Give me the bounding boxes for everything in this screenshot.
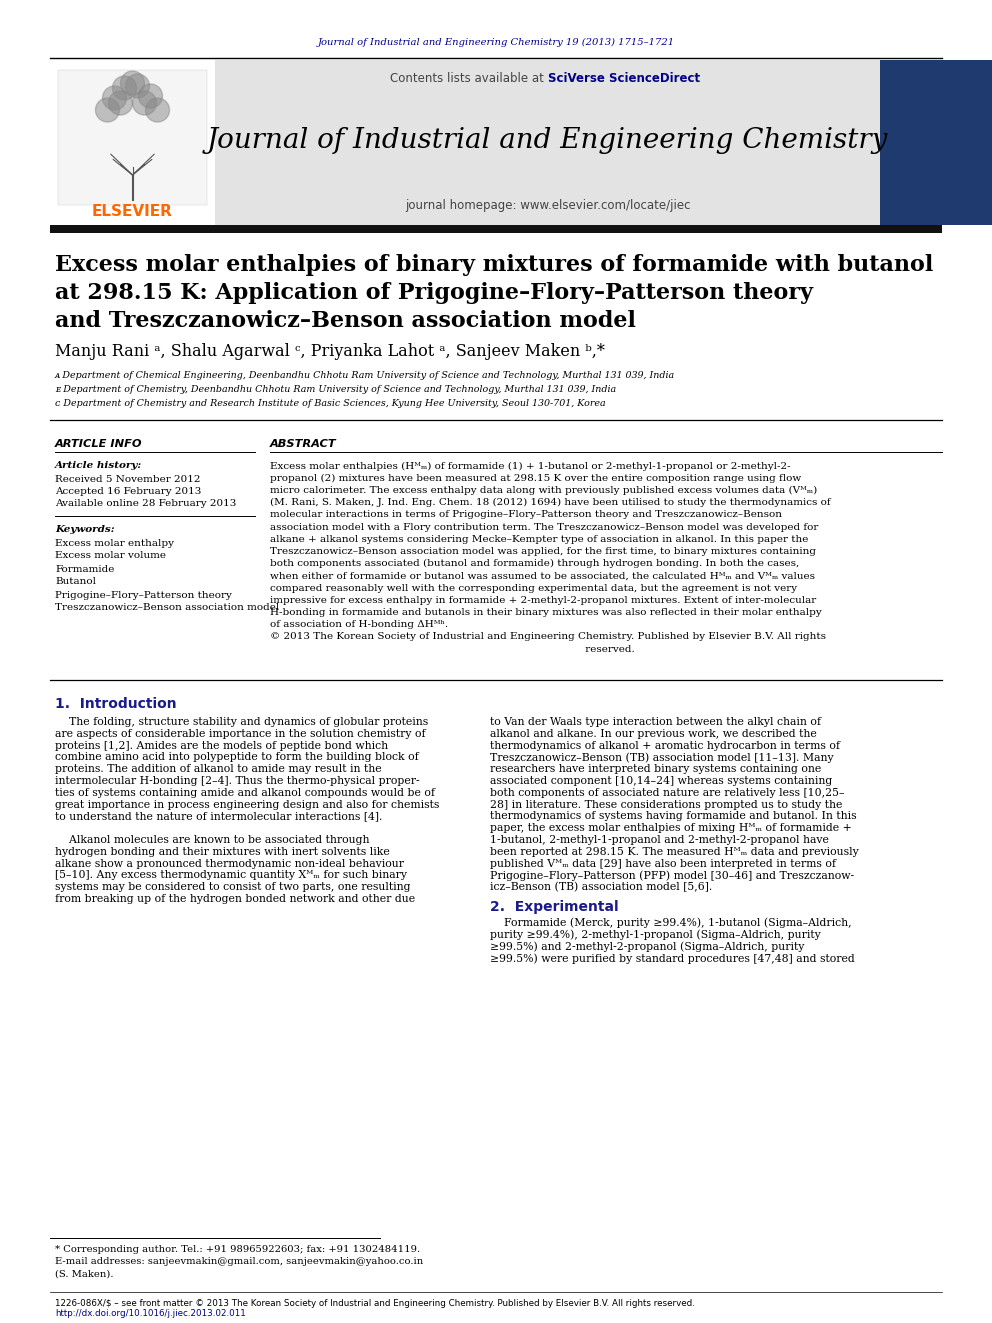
Text: are aspects of considerable importance in the solution chemistry of: are aspects of considerable importance i… xyxy=(55,729,426,738)
Text: proteins. The addition of alkanol to amide may result in the: proteins. The addition of alkanol to ami… xyxy=(55,765,382,774)
Text: 1226-086X/$ – see front matter © 2013 The Korean Society of Industrial and Engin: 1226-086X/$ – see front matter © 2013 Th… xyxy=(55,1298,694,1307)
Text: to understand the nature of intermolecular interactions [4].: to understand the nature of intermolecul… xyxy=(55,811,382,822)
Text: Received 5 November 2012: Received 5 November 2012 xyxy=(55,475,200,483)
Bar xyxy=(58,70,207,205)
Text: ᴄ Department of Chemistry and Research Institute of Basic Sciences, Kyung Hee Un: ᴄ Department of Chemistry and Research I… xyxy=(55,400,606,409)
Text: associated component [10,14–24] whereas systems containing: associated component [10,14–24] whereas … xyxy=(490,777,832,786)
Text: 2.  Experimental: 2. Experimental xyxy=(490,900,619,914)
Text: combine amino acid into polypeptide to form the building block of: combine amino acid into polypeptide to f… xyxy=(55,753,419,762)
Text: ≥99.5%) were purified by standard procedures [47,48] and stored: ≥99.5%) were purified by standard proced… xyxy=(490,953,855,963)
Text: 28] in literature. These considerations prompted us to study the: 28] in literature. These considerations … xyxy=(490,799,842,810)
Text: (S. Maken).: (S. Maken). xyxy=(55,1270,113,1278)
Text: SciVerse ScienceDirect: SciVerse ScienceDirect xyxy=(548,73,699,86)
Text: Butanol: Butanol xyxy=(55,578,96,586)
Text: Article history:: Article history: xyxy=(55,462,142,471)
Text: great importance in process engineering design and also for chemists: great importance in process engineering … xyxy=(55,799,439,810)
Text: and Treszczanowicz–Benson association model: and Treszczanowicz–Benson association mo… xyxy=(55,310,636,332)
Circle shape xyxy=(126,74,150,98)
Text: Treszczanowicz–Benson association model: Treszczanowicz–Benson association model xyxy=(55,603,280,613)
Text: Excess molar enthalpies (Hᴹₘ) of formamide (1) + 1-butanol or 2-methyl-1-propano: Excess molar enthalpies (Hᴹₘ) of formami… xyxy=(270,462,791,471)
Text: Prigogine–Flory–Patterson (PFP) model [30–46] and Treszczanow-: Prigogine–Flory–Patterson (PFP) model [3… xyxy=(490,871,854,881)
Text: Manju Rani ᵃ, Shalu Agarwal ᶜ, Priyanka Lahot ᵃ, Sanjeev Maken ᵇ,*: Manju Rani ᵃ, Shalu Agarwal ᶜ, Priyanka … xyxy=(55,344,605,360)
Text: association model with a Flory contribution term. The Treszczanowicz–Benson mode: association model with a Flory contribut… xyxy=(270,523,818,532)
Circle shape xyxy=(95,98,119,122)
Text: Formamide (Merck, purity ≥99.4%), 1-butanol (Sigma–Aldrich,: Formamide (Merck, purity ≥99.4%), 1-buta… xyxy=(490,918,851,929)
Text: alkanol and alkane. In our previous work, we described the: alkanol and alkane. In our previous work… xyxy=(490,729,816,738)
Text: http://dx.doi.org/10.1016/j.jiec.2013.02.011: http://dx.doi.org/10.1016/j.jiec.2013.02… xyxy=(55,1310,246,1319)
Text: [5–10]. Any excess thermodynamic quantity Xᴹₘ for such binary: [5–10]. Any excess thermodynamic quantit… xyxy=(55,871,407,880)
Text: from breaking up of the hydrogen bonded network and other due: from breaking up of the hydrogen bonded … xyxy=(55,894,415,904)
Circle shape xyxy=(133,91,157,115)
Circle shape xyxy=(120,71,145,95)
Text: ELSEVIER: ELSEVIER xyxy=(92,205,173,220)
Text: ARTICLE INFO: ARTICLE INFO xyxy=(55,439,143,448)
Text: of association of H-bonding ΔHᴹʰ.: of association of H-bonding ΔHᴹʰ. xyxy=(270,620,448,630)
Text: ≥99.5%) and 2-methyl-2-propanol (Sigma–Aldrich, purity: ≥99.5%) and 2-methyl-2-propanol (Sigma–A… xyxy=(490,942,805,951)
Bar xyxy=(215,60,880,225)
Text: (M. Rani, S. Maken, J. Ind. Eng. Chem. 18 (2012) 1694) have been utilised to stu: (M. Rani, S. Maken, J. Ind. Eng. Chem. 1… xyxy=(270,497,830,507)
Text: impressive for excess enthalpy in formamide + 2-methyl-2-propanol mixtures. Exte: impressive for excess enthalpy in formam… xyxy=(270,595,816,605)
Text: hydrogen bonding and their mixtures with inert solvents like: hydrogen bonding and their mixtures with… xyxy=(55,847,390,857)
Text: to Van der Waals type interaction between the alkyl chain of: to Van der Waals type interaction betwee… xyxy=(490,717,821,728)
Text: Formamide: Formamide xyxy=(55,565,114,573)
Bar xyxy=(880,60,942,225)
Text: thermodynamics of systems having formamide and butanol. In this: thermodynamics of systems having formami… xyxy=(490,811,857,822)
Text: purity ≥99.4%), 2-methyl-1-propanol (Sigma–Aldrich, purity: purity ≥99.4%), 2-methyl-1-propanol (Sig… xyxy=(490,930,820,941)
Text: when either of formamide or butanol was assumed to be associated, the calculated: when either of formamide or butanol was … xyxy=(270,572,815,581)
Bar xyxy=(880,60,992,225)
Text: both components associated (butanol and formamide) through hydrogen bonding. In : both components associated (butanol and … xyxy=(270,560,800,568)
Text: Journal of Industrial and Engineering Chemistry 19 (2013) 1715–1721: Journal of Industrial and Engineering Ch… xyxy=(317,37,675,46)
Text: E-mail addresses: sanjeevmakin@gmail.com, sanjeevmakin@yahoo.co.in: E-mail addresses: sanjeevmakin@gmail.com… xyxy=(55,1257,424,1266)
Text: Prigogine–Flory–Patterson theory: Prigogine–Flory–Patterson theory xyxy=(55,590,232,599)
Text: Journal of Industrial and Engineering Chemistry: Journal of Industrial and Engineering Ch… xyxy=(207,127,888,153)
Text: reserved.: reserved. xyxy=(270,644,635,654)
Circle shape xyxy=(139,83,163,108)
Text: alkane show a pronounced thermodynamic non-ideal behaviour: alkane show a pronounced thermodynamic n… xyxy=(55,859,404,869)
Circle shape xyxy=(108,91,133,115)
Text: ties of systems containing amide and alkanol compounds would be of: ties of systems containing amide and alk… xyxy=(55,787,435,798)
Text: micro calorimeter. The excess enthalpy data along with previously published exce: micro calorimeter. The excess enthalpy d… xyxy=(270,486,817,495)
Text: journal homepage: www.elsevier.com/locate/jiec: journal homepage: www.elsevier.com/locat… xyxy=(405,198,690,212)
Text: ABSTRACT: ABSTRACT xyxy=(270,439,336,448)
Circle shape xyxy=(102,86,127,110)
Text: Excess molar volume: Excess molar volume xyxy=(55,552,166,561)
Text: ᴀ Department of Chemical Engineering, Deenbandhu Chhotu Ram University of Scienc: ᴀ Department of Chemical Engineering, De… xyxy=(55,372,676,381)
Text: H-bonding in formamide and butanols in their binary mixtures was also reflected : H-bonding in formamide and butanols in t… xyxy=(270,607,821,617)
Text: alkane + alkanol systems considering Mecke–Kempter type of association in alkano: alkane + alkanol systems considering Mec… xyxy=(270,534,808,544)
Text: intermolecular H-bonding [2–4]. Thus the thermo-physical proper-: intermolecular H-bonding [2–4]. Thus the… xyxy=(55,777,420,786)
Text: icz–Benson (TB) association model [5,6].: icz–Benson (TB) association model [5,6]. xyxy=(490,882,712,893)
Text: published Vᴹₘ data [29] have also been interpreted in terms of: published Vᴹₘ data [29] have also been i… xyxy=(490,859,836,869)
Text: Accepted 16 February 2013: Accepted 16 February 2013 xyxy=(55,487,201,496)
Text: paper, the excess molar enthalpies of mixing Hᴹₘ of formamide +: paper, the excess molar enthalpies of mi… xyxy=(490,823,852,833)
Text: Treszczanowicz–Benson association model was applied, for the first time, to bina: Treszczanowicz–Benson association model … xyxy=(270,546,816,556)
Text: 1-butanol, 2-methyl-1-propanol and 2-methyl-2-propanol have: 1-butanol, 2-methyl-1-propanol and 2-met… xyxy=(490,835,829,845)
Text: Excess molar enthalpy: Excess molar enthalpy xyxy=(55,538,174,548)
Text: systems may be considered to consist of two parts, one resulting: systems may be considered to consist of … xyxy=(55,882,411,892)
Text: 1.  Introduction: 1. Introduction xyxy=(55,697,177,710)
Text: ᴇ Department of Chemistry, Deenbandhu Chhotu Ram University of Science and Techn: ᴇ Department of Chemistry, Deenbandhu Ch… xyxy=(55,385,616,394)
Text: at 298.15 K: Application of Prigogine–Flory–Patterson theory: at 298.15 K: Application of Prigogine–Fl… xyxy=(55,282,813,304)
Text: both components of associated nature are relatively less [10,25–: both components of associated nature are… xyxy=(490,787,844,798)
Text: Contents lists available at: Contents lists available at xyxy=(390,73,548,86)
Text: compared reasonably well with the corresponding experimental data, but the agree: compared reasonably well with the corres… xyxy=(270,583,798,593)
Text: Treszczanowicz–Benson (TB) association model [11–13]. Many: Treszczanowicz–Benson (TB) association m… xyxy=(490,751,833,762)
Text: propanol (2) mixtures have been measured at 298.15 K over the entire composition: propanol (2) mixtures have been measured… xyxy=(270,474,802,483)
Bar xyxy=(50,60,215,225)
Text: researchers have interpreted binary systems containing one: researchers have interpreted binary syst… xyxy=(490,765,821,774)
Text: Keywords:: Keywords: xyxy=(55,524,115,533)
Text: © 2013 The Korean Society of Industrial and Engineering Chemistry. Published by : © 2013 The Korean Society of Industrial … xyxy=(270,632,826,642)
Text: thermodynamics of alkanol + aromatic hydrocarbon in terms of: thermodynamics of alkanol + aromatic hyd… xyxy=(490,741,840,750)
Text: The folding, structure stability and dynamics of globular proteins: The folding, structure stability and dyn… xyxy=(55,717,429,728)
Text: Alkanol molecules are known to be associated through: Alkanol molecules are known to be associ… xyxy=(55,835,369,845)
Text: Excess molar enthalpies of binary mixtures of formamide with butanol: Excess molar enthalpies of binary mixtur… xyxy=(55,254,933,277)
Text: molecular interactions in terms of Prigogine–Flory–Patterson theory and Treszcza: molecular interactions in terms of Prigo… xyxy=(270,511,782,520)
Text: Available online 28 February 2013: Available online 28 February 2013 xyxy=(55,499,236,508)
Text: proteins [1,2]. Amides are the models of peptide bond which: proteins [1,2]. Amides are the models of… xyxy=(55,741,388,750)
Bar xyxy=(50,225,942,233)
Text: been reported at 298.15 K. The measured Hᴹₘ data and previously: been reported at 298.15 K. The measured … xyxy=(490,847,859,857)
Circle shape xyxy=(146,98,170,122)
Text: * Corresponding author. Tel.: +91 98965922603; fax: +91 1302484119.: * Corresponding author. Tel.: +91 989659… xyxy=(55,1245,421,1254)
Circle shape xyxy=(112,75,137,101)
